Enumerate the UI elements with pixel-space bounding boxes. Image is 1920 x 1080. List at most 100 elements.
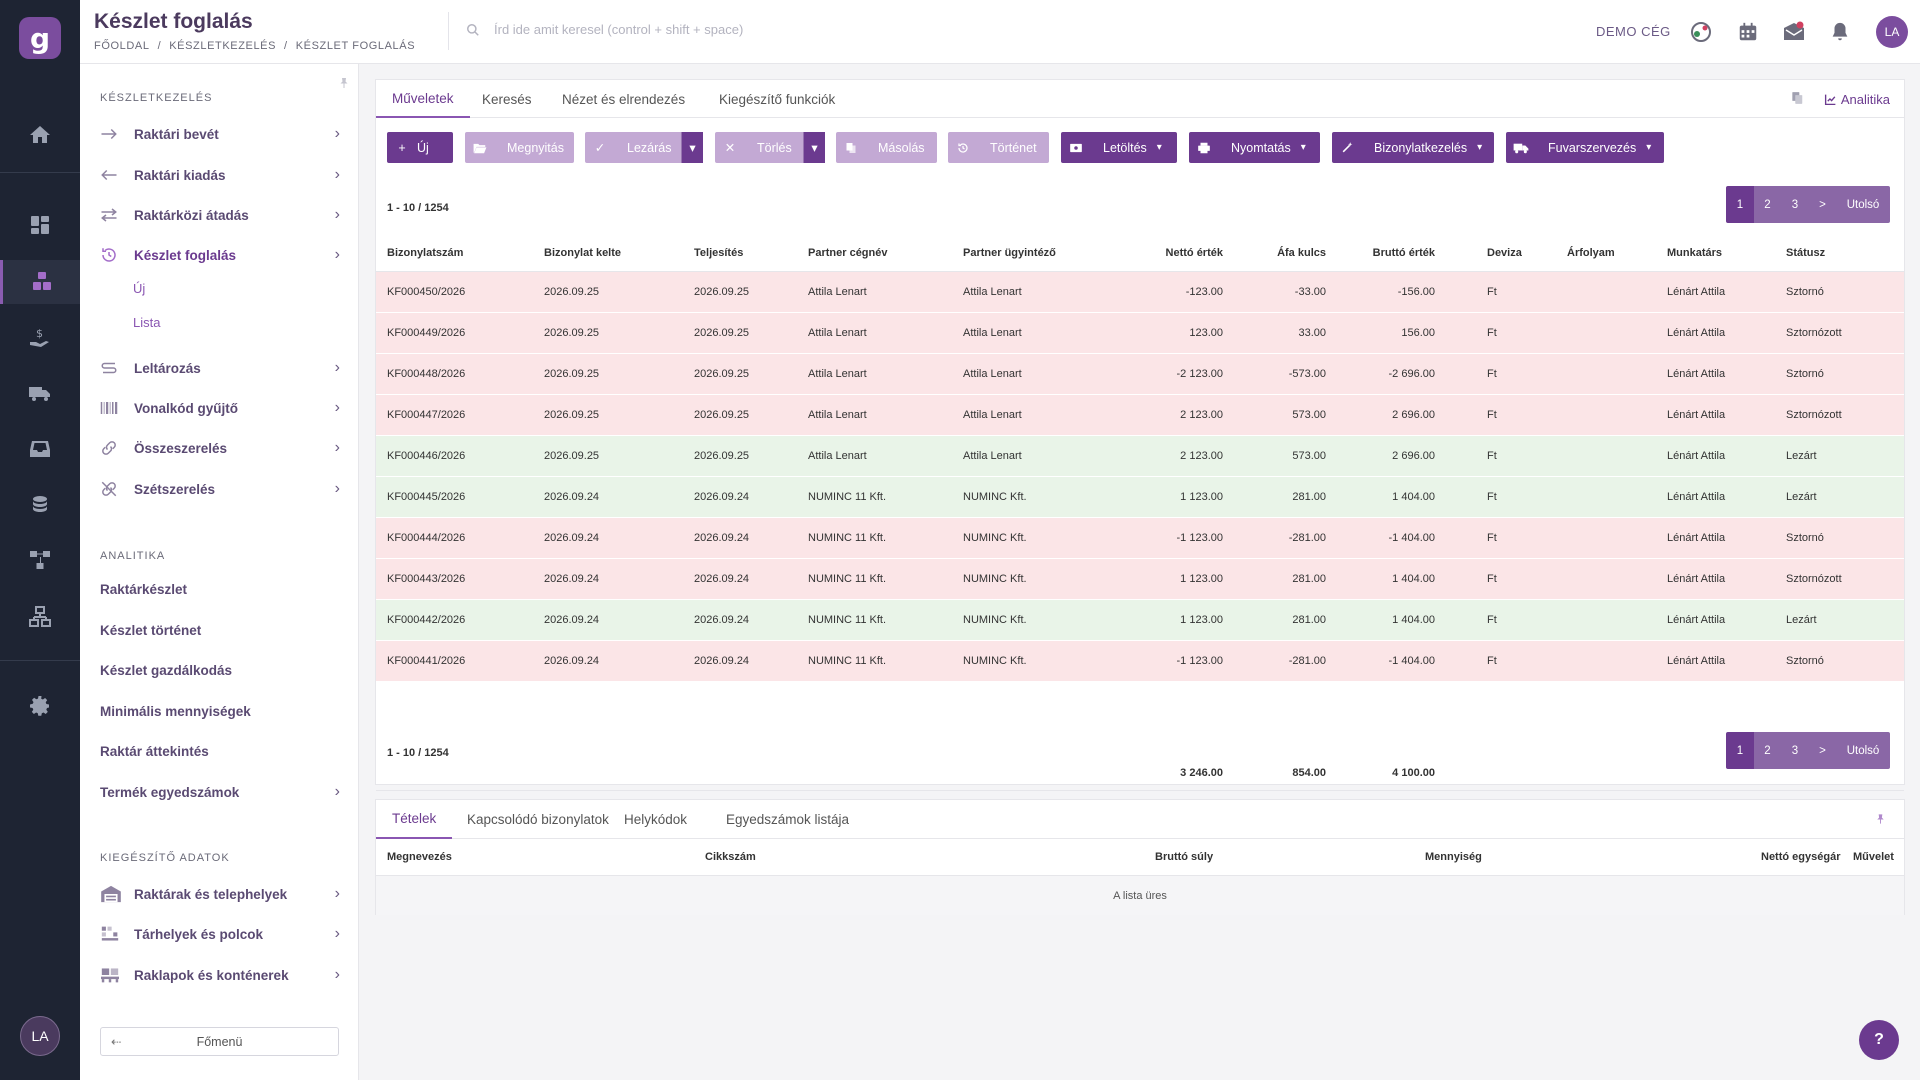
column-header[interactable]: Művelet <box>1853 851 1894 863</box>
column-header[interactable]: Partner cégnév <box>808 247 888 259</box>
open-button[interactable]: Megnyitás <box>465 132 574 163</box>
finance-icon[interactable]: $ <box>0 316 80 360</box>
sidebar-item-transfer[interactable]: Raktárközi átadás › <box>100 199 340 231</box>
analytics-item-overview[interactable]: Raktár áttekintés <box>100 744 209 759</box>
global-search[interactable]: Írd ide amit keresel (control + shift + … <box>466 22 1026 37</box>
page-button[interactable]: 1 <box>1726 186 1754 223</box>
app-logo[interactable]: g <box>19 17 61 59</box>
column-header[interactable]: Nettó egységár <box>1761 851 1841 863</box>
dashboard-icon[interactable] <box>0 203 80 247</box>
table-row[interactable]: KF000450/2026 2026.09.25 2026.09.25 Attila … <box>376 272 1904 313</box>
breadcrumb-home[interactable]: FŐOLDAL <box>94 40 150 52</box>
delete-button[interactable]: ✕ Törlés ▾ <box>715 132 825 163</box>
hierarchy-icon[interactable] <box>0 595 80 639</box>
tab-serial-list[interactable]: Egyedszámok listája <box>726 812 850 827</box>
analytics-item-history[interactable]: Készlet történet <box>100 623 202 638</box>
search-input[interactable]: Írd ide amit keresel (control + shift + … <box>494 22 744 37</box>
pin-icon[interactable] <box>1875 812 1886 829</box>
table-row[interactable]: KF000442/2026 2026.09.24 2026.09.24 NUMINC … <box>376 600 1904 641</box>
inbox-icon[interactable] <box>0 427 80 471</box>
column-header[interactable]: Státusz <box>1786 247 1826 259</box>
shipping-button[interactable]: Fuvarszervezés ▾ <box>1506 132 1664 163</box>
workflow-icon[interactable] <box>0 538 80 582</box>
tab-operations[interactable]: Műveletek <box>376 80 470 118</box>
page-button[interactable]: 2 <box>1754 186 1781 223</box>
column-header[interactable]: Deviza <box>1487 247 1522 259</box>
sidebar-item-barcode[interactable]: Vonalkód gyűjtő › <box>100 392 340 424</box>
sidebar-item-shelves[interactable]: Tárhelyek és polcok › <box>100 918 340 950</box>
next-page-button[interactable]: > <box>1809 186 1836 223</box>
last-page-button[interactable]: Utolsó <box>1836 186 1890 223</box>
sidebar-item-assembly[interactable]: Összeszerelés › <box>100 432 340 464</box>
analytics-item-management[interactable]: Készlet gazdálkodás <box>100 663 233 678</box>
main-menu-button[interactable]: ⇠ Főmenü <box>100 1027 339 1056</box>
calendar-icon[interactable] <box>1734 18 1762 46</box>
coins-icon[interactable] <box>0 483 80 527</box>
page-button[interactable]: 3 <box>1781 732 1809 769</box>
close-doc-button[interactable]: ✓ Lezárás ▾ <box>585 132 703 163</box>
settings-gear-icon[interactable] <box>0 684 80 728</box>
column-header[interactable]: Partner ügyintéző <box>963 247 1056 259</box>
table-row[interactable]: KF000444/2026 2026.09.24 2026.09.24 NUMINC … <box>376 518 1904 559</box>
new-button[interactable]: + Új <box>387 132 453 163</box>
table-row[interactable]: KF000448/2026 2026.09.25 2026.09.25 Attila … <box>376 354 1904 395</box>
header-avatar[interactable]: LA <box>1876 16 1908 48</box>
tab-extra-functions[interactable]: Kiegészítő funkciók <box>719 91 836 107</box>
table-row[interactable]: KF000447/2026 2026.09.25 2026.09.25 Attila … <box>376 395 1904 436</box>
tab-view-layout[interactable]: Nézet és elrendezés <box>562 91 686 107</box>
sidebar-item-stocktake[interactable]: Leltározás › <box>100 352 340 384</box>
sidebar-item-warehouses[interactable]: Raktárak és telephelyek › <box>100 878 340 910</box>
sidebar-subitem-list[interactable]: Lista <box>133 315 161 330</box>
user-avatar[interactable]: LA <box>20 1016 60 1056</box>
column-header[interactable]: Bruttó súly <box>1155 851 1214 863</box>
column-header[interactable]: Árfolyam <box>1567 247 1615 259</box>
inventory-boxes-icon[interactable] <box>0 260 80 304</box>
tab-search[interactable]: Keresés <box>482 91 532 107</box>
sidebar-item-disassembly[interactable]: Szétszerelés › <box>100 473 340 505</box>
analytics-link[interactable]: Analitika <box>1824 92 1890 107</box>
print-button[interactable]: Nyomtatás ▾ <box>1189 132 1320 163</box>
column-header[interactable]: Bizonylatszám <box>387 247 464 259</box>
tab-related-docs[interactable]: Kapcsolódó bizonylatok <box>467 812 609 827</box>
column-header[interactable]: Megnevezés <box>387 851 452 863</box>
table-row[interactable]: KF000443/2026 2026.09.24 2026.09.24 NUMINC … <box>376 559 1904 600</box>
analytics-item-stock[interactable]: Raktárkészlet <box>100 582 188 597</box>
sidebar-subitem-new[interactable]: Új <box>133 281 146 296</box>
column-header[interactable]: Teljesítés <box>694 247 744 259</box>
chevron-down-icon[interactable]: ▾ <box>803 132 825 163</box>
page-button[interactable]: 3 <box>1781 186 1809 223</box>
pin-icon[interactable] <box>338 76 350 93</box>
document-management-button[interactable]: Bizonylatkezelés ▾ <box>1332 132 1494 163</box>
sidebar-item-outbound[interactable]: Raktári kiadás › <box>100 159 340 191</box>
analytics-item-serials[interactable]: Termék egyedszámok › <box>100 776 340 808</box>
page-button[interactable]: 2 <box>1754 732 1781 769</box>
support-chat-icon[interactable] <box>1687 18 1715 46</box>
messages-icon[interactable] <box>1780 18 1808 46</box>
column-header[interactable]: Nettó érték <box>1165 247 1223 259</box>
help-button[interactable]: ? <box>1859 1020 1899 1060</box>
tab-items[interactable]: Tételek <box>376 800 453 839</box>
company-selector[interactable]: DEMO CÉG <box>1596 24 1671 39</box>
download-button[interactable]: Letöltés ▾ <box>1061 132 1177 163</box>
copy-icon[interactable] <box>1790 91 1804 108</box>
last-page-button[interactable]: Utolsó <box>1836 732 1890 769</box>
truck-icon[interactable] <box>0 371 80 415</box>
column-header[interactable]: Bruttó érték <box>1372 247 1435 259</box>
notifications-bell-icon[interactable] <box>1826 18 1854 46</box>
tab-location-codes[interactable]: Helykódok <box>624 812 688 827</box>
chevron-down-icon[interactable]: ▾ <box>681 132 703 163</box>
column-header[interactable]: Áfa kulcs <box>1277 247 1326 259</box>
analytics-item-minimums[interactable]: Minimális mennyiségek <box>100 704 251 719</box>
copy-button[interactable]: Másolás <box>836 132 937 163</box>
column-header[interactable]: Munkatárs <box>1667 247 1723 259</box>
table-row[interactable]: KF000446/2026 2026.09.25 2026.09.25 Attila … <box>376 436 1904 477</box>
column-header[interactable]: Mennyiség <box>1425 851 1482 863</box>
breadcrumb-inventory[interactable]: KÉSZLETKEZELÉS <box>169 40 277 52</box>
next-page-button[interactable]: > <box>1809 732 1836 769</box>
sidebar-item-pallets[interactable]: Raklapok és konténerek › <box>100 959 340 991</box>
column-header[interactable]: Bizonylat kelte <box>544 247 622 259</box>
sidebar-item-reservation[interactable]: Készlet foglalás › <box>100 239 340 271</box>
home-icon[interactable] <box>0 113 80 157</box>
column-header[interactable]: Cikkszám <box>705 851 756 863</box>
table-row[interactable]: KF000445/2026 2026.09.24 2026.09.24 NUMINC … <box>376 477 1904 518</box>
